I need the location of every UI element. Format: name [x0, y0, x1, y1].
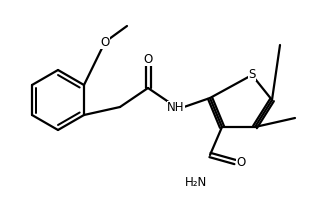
- Text: H₂N: H₂N: [185, 176, 207, 189]
- Text: O: O: [236, 155, 245, 168]
- Text: O: O: [100, 35, 110, 48]
- Text: NH: NH: [167, 100, 185, 113]
- Text: S: S: [248, 68, 256, 81]
- Text: O: O: [143, 52, 153, 65]
